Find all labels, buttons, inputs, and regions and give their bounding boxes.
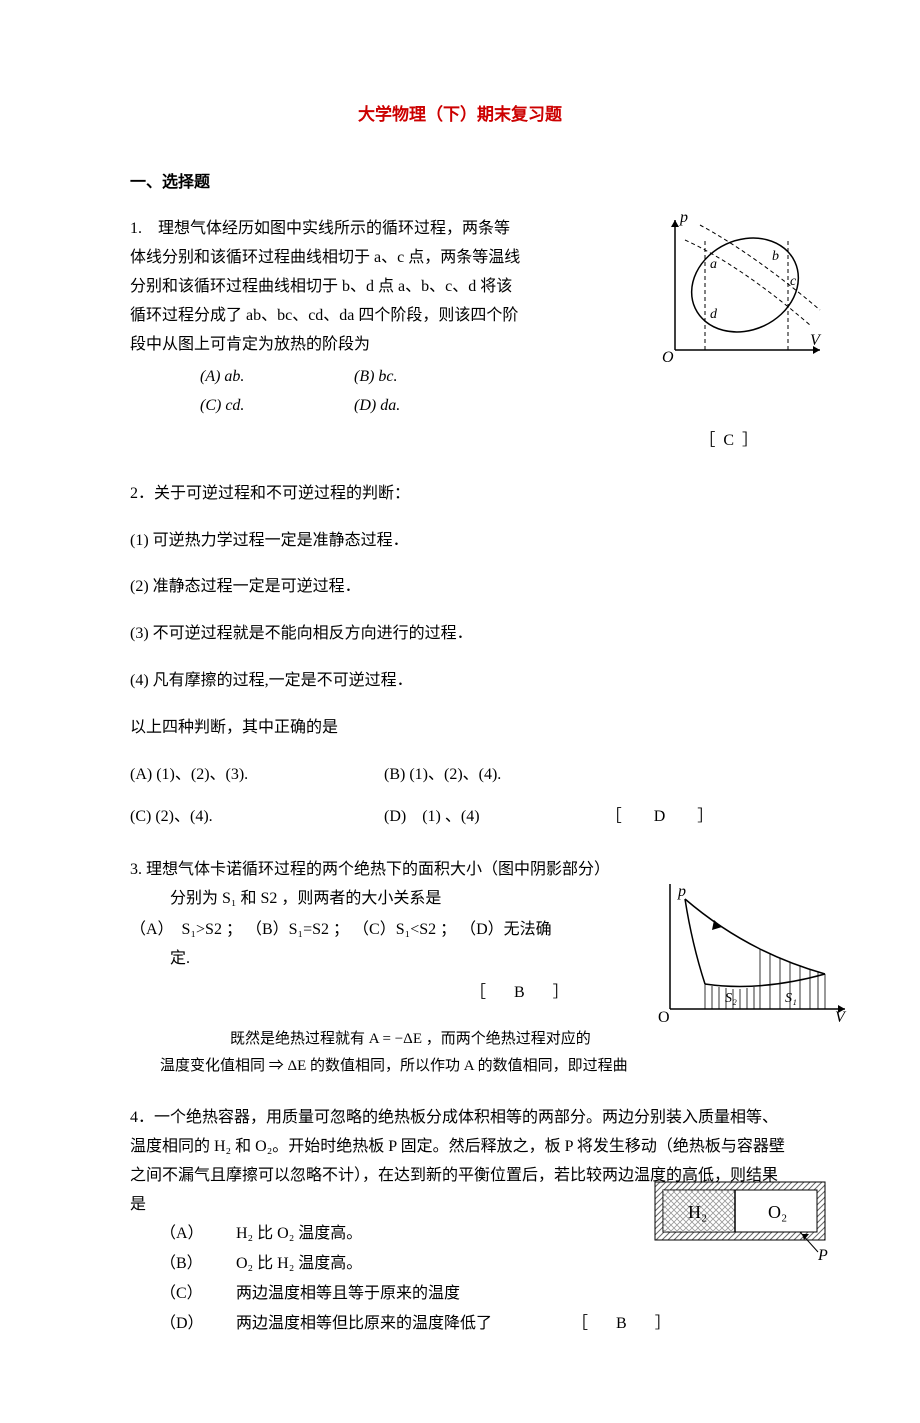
q2-s4: (4) 凡有摩擦的过程,一定是不可逆过程． <box>130 667 790 696</box>
q1-opt-d: (D) da. <box>354 392 504 421</box>
q2-intro: 2．关于可逆过程和不可逆过程的判断： <box>130 480 790 509</box>
fig3-s1: S₁ <box>785 991 797 1006</box>
q3-opt-a: （A） S₁>S2 ； <box>130 916 242 945</box>
q1-opt-b: (B) bc. <box>354 363 504 392</box>
q4-d-txt: 两边温度相等但比原来的温度降低了 <box>220 1315 492 1332</box>
q1-opt-a: (A) ab. <box>200 363 350 392</box>
q3-opt-d: （D）无法确 <box>460 916 552 945</box>
q1-opt-c: (C) cd. <box>200 392 350 421</box>
q4-a-txt: H₂ 比 O₂ 温度高。 <box>220 1225 362 1242</box>
q2-opt-a: (A) (1)、(2)、(3). <box>130 761 380 790</box>
q1-options: (A) ab. (B) bc. (C) cd. (D) da. <box>130 363 790 421</box>
q3-opt-b: （B）S₁=S2 ； <box>246 916 349 945</box>
fig3-p: p <box>677 883 686 900</box>
fig1-o-label: O <box>662 349 674 366</box>
fig4-h2: H₂ <box>688 1202 707 1222</box>
fig1-p-label: p <box>679 210 688 226</box>
q1-text: 1. 理想气体经历如图中实线所示的循环过程，两条等体线分别和该循环过程曲线相切于… <box>130 215 525 359</box>
q2-prompt: 以上四种判断，其中正确的是 <box>130 714 790 743</box>
fig3-o: O <box>658 1009 670 1024</box>
q1-body: 理想气体经历如图中实线所示的循环过程，两条等体线分别和该循环过程曲线相切于 a、… <box>130 220 520 352</box>
question-3: 3. 理想气体卡诺循环过程的两个绝热下的面积大小（图中阴影部分） 分别为 S₁ … <box>130 856 790 1080</box>
fig1-v-label: V <box>810 332 822 349</box>
q4-c-txt: 两边温度相等且等于原来的温度 <box>220 1285 460 1302</box>
q4-figure: H₂ O₂ P <box>650 1174 840 1264</box>
q3-explain1: 既然是绝热过程就有 A = −ΔE ，而两个绝热过程对应的 <box>130 1026 680 1053</box>
fig3-s2: S₂ <box>725 991 737 1006</box>
q4-d-lbl: （D） <box>160 1310 220 1339</box>
fig1-c: c <box>790 274 797 289</box>
q2-s2: (2) 准静态过程一定是可逆过程． <box>130 573 790 602</box>
page-title: 大学物理（下）期末复习题 <box>130 100 790 131</box>
q2-opt-d: (D) (1) 、(4) <box>384 803 480 832</box>
q3-explain2: 温度变化值相同 ⇒ ΔE 的数值相同，所以作功 A 的数值相同，即过程曲 <box>130 1053 790 1080</box>
q4-b-lbl: （B） <box>160 1250 220 1279</box>
q4-b-txt: O₂ 比 H₂ 温度高。 <box>220 1255 362 1272</box>
q3-figure: p V O S₂ S₁ <box>650 874 850 1024</box>
question-4: 4．一个绝热容器，用质量可忽略的绝热板分成体积相等的两部分。两边分别装入质量相等… <box>130 1104 790 1338</box>
fig4-p: P <box>817 1247 828 1264</box>
fig1-a: a <box>710 257 717 272</box>
fig1-b: b <box>772 249 779 264</box>
fig4-o2: O₂ <box>768 1202 787 1222</box>
q4-answer: ［ B ］ <box>572 1310 677 1339</box>
q1-num: 1. <box>130 220 142 237</box>
q2-opt-b: (B) (1)、(2)、(4). <box>384 761 501 790</box>
q2-s1: (1) 可逆热力学过程一定是准静态过程． <box>130 527 790 556</box>
q2-options: (A) (1)、(2)、(3). (B) (1)、(2)、(4). (C) (2… <box>130 761 790 833</box>
fig3-v: V <box>835 1009 847 1024</box>
q2-s3: (3) 不可逆过程就是不能向相反方向进行的过程． <box>130 620 790 649</box>
question-2: 2．关于可逆过程和不可逆过程的判断： (1) 可逆热力学过程一定是准静态过程． … <box>130 480 790 832</box>
q4-c-lbl: （C） <box>160 1280 220 1309</box>
q1-answer: ［ C ］ <box>130 427 790 456</box>
section-header: 一、选择题 <box>130 169 790 198</box>
q2-opt-c: (C) (2)、(4). <box>130 803 380 832</box>
q4-a-lbl: （A） <box>160 1220 220 1249</box>
q1-figure: p V O a b c d <box>650 210 830 370</box>
fig1-d: d <box>710 307 718 322</box>
question-1: 1. 理想气体经历如图中实线所示的循环过程，两条等体线分别和该循环过程曲线相切于… <box>130 215 790 455</box>
q2-answer: ［ D ］ <box>574 803 754 832</box>
q3-opt-c: （C）S₁<S2 ； <box>353 916 456 945</box>
